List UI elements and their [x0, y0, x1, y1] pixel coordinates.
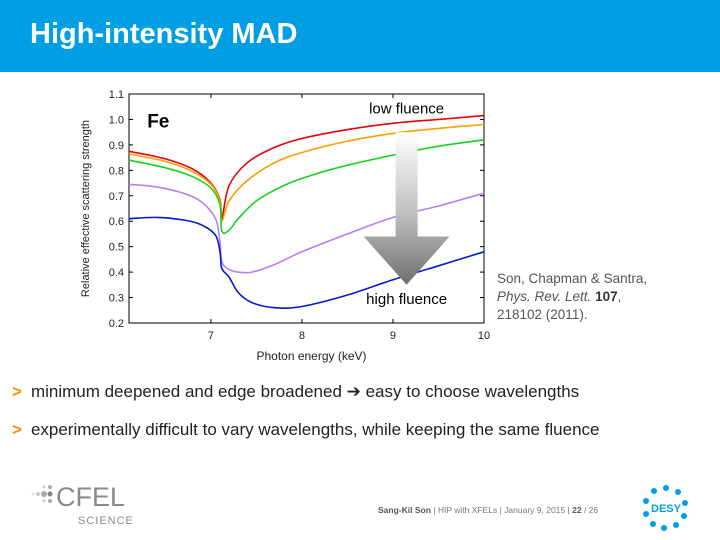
- y-tick-label: 0.5: [109, 242, 124, 254]
- citation-authors: Son, Chapman & Santra,: [497, 271, 648, 286]
- low-fluence-label: low fluence: [369, 100, 444, 117]
- footer-date: January 9, 2015: [504, 505, 566, 515]
- slide-footer: Sang-Kil Son | HIP with XFELs | January …: [378, 505, 599, 515]
- cfel-science-text: SCIENCE: [78, 515, 134, 527]
- footer-page: 22: [572, 505, 582, 515]
- bullet-text: minimum deepened and edge broadened ➔ ea…: [30, 382, 580, 401]
- y-tick-label: 0.9: [109, 140, 124, 152]
- citation-pages: 218102 (2011).: [497, 307, 588, 322]
- cfel-logo-text: CFEL: [56, 482, 125, 512]
- y-tick-label: 0.8: [109, 165, 124, 177]
- footer-total: / 26: [583, 505, 599, 515]
- footer-event: HIP with XFELs: [437, 505, 498, 515]
- x-axis-label: Photon energy (keV): [256, 349, 366, 363]
- x-tick-label: 8: [299, 330, 305, 342]
- citation-volume: 107: [595, 289, 618, 304]
- y-tick-label: 0.4: [109, 267, 124, 279]
- bullet-1: > minimum deepened and edge broadened ➔ e…: [12, 382, 579, 402]
- series-line-4: [128, 183, 485, 274]
- cfel-dots-icon: [31, 485, 53, 503]
- y-tick-label: 0.7: [109, 191, 124, 203]
- series-line-2: [128, 123, 485, 223]
- y-tick-label: 0.2: [109, 318, 124, 330]
- bullet-marker: >: [12, 420, 22, 439]
- desy-logo-text: DESY: [651, 503, 682, 515]
- cfel-logo: CFEL SCIENCE: [31, 482, 134, 527]
- footer-author: Sang-Kil Son: [378, 505, 431, 515]
- y-tick-label: 1.1: [109, 89, 124, 101]
- desy-logo: DESY: [643, 485, 688, 531]
- bullet-marker: >: [12, 382, 22, 401]
- series-line-5: [128, 216, 485, 309]
- y-tick-label: 1.0: [109, 114, 124, 126]
- desy-ring-icon: [643, 485, 688, 531]
- title-bar: High-intensity MAD: [0, 0, 720, 72]
- element-label: Fe: [147, 111, 169, 132]
- series-line-3: [128, 139, 485, 235]
- x-tick-label: 9: [390, 330, 396, 342]
- high-fluence-label: high fluence: [366, 291, 447, 308]
- citation-journal: Phys. Rev. Lett.: [497, 289, 592, 304]
- x-tick-label: 7: [208, 330, 214, 342]
- y-tick-label: 0.3: [109, 293, 124, 305]
- slide-title: High-intensity MAD: [30, 18, 298, 50]
- citation: Son, Chapman & Santra, Phys. Rev. Lett. …: [497, 270, 707, 324]
- fluence-arrow-icon: [363, 132, 450, 285]
- bullet-text: experimentally difficult to vary wavelen…: [30, 420, 600, 439]
- y-axis-label: Relative effective scattering strength: [80, 120, 92, 297]
- series-line-1: [128, 114, 485, 220]
- bullet-2: > experimentally difficult to vary wavele…: [12, 420, 599, 440]
- x-tick-label: 10: [478, 330, 490, 342]
- plot-frame: [128, 93, 485, 324]
- y-tick-label: 0.6: [109, 216, 124, 228]
